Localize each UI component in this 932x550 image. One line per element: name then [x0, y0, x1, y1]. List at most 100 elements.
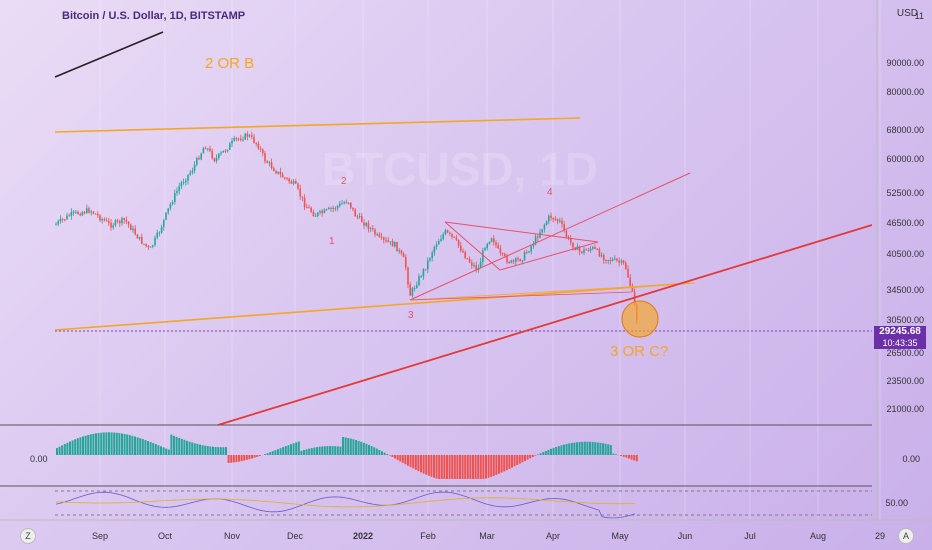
macd-bar: [404, 455, 407, 465]
macd-bar: [303, 450, 305, 455]
candle-body: [134, 228, 136, 235]
candle-body: [97, 213, 99, 216]
macd-bar: [97, 432, 100, 455]
candle-body: [145, 243, 147, 247]
macd-bar: [635, 455, 638, 462]
macd-bar: [625, 455, 628, 458]
macd-bar: [84, 435, 87, 455]
macd-bar: [219, 447, 222, 455]
macd-bar: [427, 455, 430, 476]
price-tick-label: 23500.00: [886, 376, 924, 386]
zoom-button[interactable]: Z: [20, 528, 36, 544]
macd-bar: [443, 455, 446, 479]
macd-bar: [440, 455, 443, 479]
candle-body: [486, 243, 488, 248]
macd-bar: [183, 439, 186, 455]
watermark: BTCUSD, 1D: [322, 143, 598, 195]
candle-body: [94, 213, 97, 215]
candle-body: [165, 212, 167, 220]
candle-body: [622, 260, 625, 263]
candle-body: [444, 230, 447, 235]
macd-bar: [180, 438, 183, 455]
candle-body: [328, 207, 330, 210]
macd-bar: [521, 455, 524, 463]
macd-bar: [482, 455, 485, 479]
macd-bar: [173, 435, 175, 455]
candle-body: [75, 211, 77, 213]
macd-bar: [381, 451, 383, 455]
candle-body: [246, 133, 249, 137]
candle-body: [402, 253, 405, 258]
macd-bar: [342, 436, 344, 455]
candle-body: [431, 252, 433, 259]
candle-body: [627, 269, 629, 278]
candle-body: [229, 143, 231, 150]
macd-bar: [206, 446, 209, 455]
candle-body: [86, 208, 88, 213]
auto-scale-button[interactable]: A: [898, 528, 914, 544]
candle-body: [409, 284, 411, 296]
candle-body: [468, 258, 471, 263]
macd-bar: [607, 444, 610, 455]
macd-bar: [113, 432, 116, 455]
macd-bar: [505, 455, 508, 471]
macd-bar: [258, 455, 261, 456]
candle-body: [310, 207, 312, 212]
candle-body: [198, 158, 200, 160]
macd-bar: [290, 444, 292, 455]
candle-body: [429, 258, 431, 261]
candle-body: [521, 260, 524, 262]
candle-body: [473, 265, 475, 267]
macd-bar: [134, 436, 136, 455]
macd-bar: [435, 455, 438, 479]
candle-body: [92, 211, 95, 214]
macd-bar: [326, 446, 329, 455]
candle-body: [462, 250, 464, 253]
lower-orange-trendline: [54, 282, 691, 331]
macd-bar: [498, 455, 500, 474]
candle-body: [515, 258, 517, 262]
macd-bar: [609, 444, 612, 455]
candle-body: [88, 208, 90, 213]
macd-bar: [518, 455, 521, 464]
candle-body: [182, 182, 185, 184]
candle-body: [297, 183, 299, 189]
candle-body: [339, 203, 341, 206]
candle-body: [163, 219, 165, 228]
candle-body: [319, 210, 321, 213]
macd-bar: [63, 444, 66, 455]
macd-tick-label: 0.00: [902, 454, 920, 464]
macd-bar: [422, 455, 425, 474]
candle-body: [105, 220, 108, 222]
candle-body: [438, 241, 440, 245]
macd-bar: [495, 455, 498, 475]
candle-body: [596, 248, 598, 250]
macd-bar: [115, 432, 118, 455]
upper-orange-trendline: [54, 117, 581, 133]
macd-bar: [539, 453, 542, 455]
wave-label-3-or-c: 3 OR C?: [610, 343, 668, 360]
price-tick-label: 11: [915, 11, 924, 21]
candle-body: [578, 246, 581, 252]
candle-body: [449, 232, 451, 234]
macd-bar: [438, 455, 441, 479]
candle-body: [323, 209, 326, 214]
candle-body: [457, 239, 460, 246]
candle-body: [286, 177, 288, 179]
macd-bar: [630, 455, 633, 460]
candle-body: [369, 228, 372, 230]
macd-bar: [550, 448, 552, 455]
candle-body: [154, 237, 156, 246]
candle-body: [303, 197, 306, 208]
candle-body: [169, 203, 172, 209]
candle-body: [433, 246, 436, 253]
candle-body: [460, 245, 462, 251]
price-tick-label: 34500.00: [886, 285, 924, 295]
macd-bar: [279, 448, 282, 455]
candle-body: [400, 250, 403, 254]
macd-bar: [360, 441, 363, 455]
macd-bar: [235, 455, 238, 463]
candle-body: [455, 237, 458, 240]
macd-bar: [511, 455, 513, 468]
